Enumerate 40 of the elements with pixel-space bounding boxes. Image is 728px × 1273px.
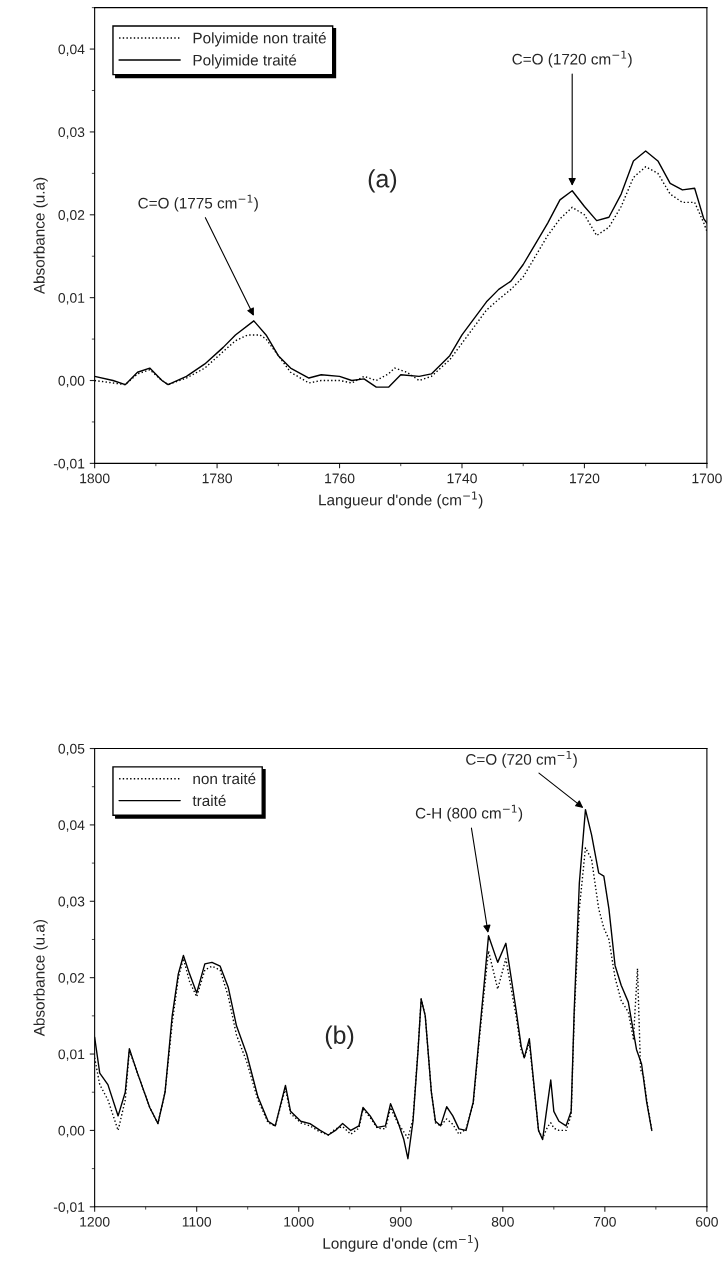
x-tick-label: 1780 [202, 473, 232, 484]
y-axis-title: Absorbance (u.a) [33, 920, 48, 1037]
x-axis-title: Longure d'onde (cm$^{−1}$) [323, 1235, 479, 1252]
x-tick-label: 1760 [325, 473, 355, 484]
annotation: (a) [368, 169, 397, 193]
x-tick-label: 1800 [80, 473, 110, 484]
y-tick-label: 0,01 [58, 1049, 85, 1061]
y-tick-label: 0,04 [58, 820, 85, 832]
x-tick-label: 800 [491, 1216, 514, 1227]
x-tick-label: 1000 [284, 1216, 314, 1227]
y-tick-label: 0,03 [58, 127, 85, 139]
y-tick-label: 0,05 [58, 743, 85, 756]
y-tick-label: -0,01 [53, 458, 85, 471]
annotation: C-H (800 cm$^{−1}$) [415, 804, 523, 822]
annotation: C=O (1775 cm$^{−1}$) [138, 194, 258, 212]
y-tick-label: 0,04 [58, 44, 85, 56]
x-tick-label: 1100 [182, 1216, 212, 1227]
annotation: (b) [325, 1025, 354, 1049]
x-tick-label: 900 [389, 1216, 412, 1227]
annotation: C=O (720 cm$^{−1}$) [466, 751, 577, 768]
y-tick-label: 0,00 [58, 1125, 85, 1138]
y-tick-label: 0,03 [58, 896, 85, 909]
x-tick-label: 1740 [447, 473, 477, 484]
legend-label: non traité [193, 772, 256, 785]
x-tick-label: 600 [696, 1216, 718, 1227]
legend-label: Polyimide traité [193, 54, 297, 69]
y-tick-label: 0,02 [58, 210, 85, 222]
y-tick-label: 0,00 [58, 375, 85, 388]
annotation: C=O (1720 cm$^{−1}$) [512, 50, 632, 68]
y-axis-title: Absorbance (u.a) [33, 177, 48, 295]
legend-label: Polyimide non traité [193, 32, 326, 47]
x-axis-title: Langueur d'onde (cm$^{−1}$) [319, 491, 483, 509]
x-tick-label: 1700 [692, 473, 722, 484]
x-tick-label: 1720 [570, 473, 600, 484]
y-tick-label: 0,02 [58, 973, 85, 985]
y-tick-label: -0,01 [53, 1202, 85, 1214]
legend-label: traité [192, 794, 226, 807]
x-tick-label: 1200 [80, 1216, 110, 1227]
x-tick-label: 700 [593, 1216, 616, 1227]
y-tick-label: 0,01 [58, 292, 85, 305]
